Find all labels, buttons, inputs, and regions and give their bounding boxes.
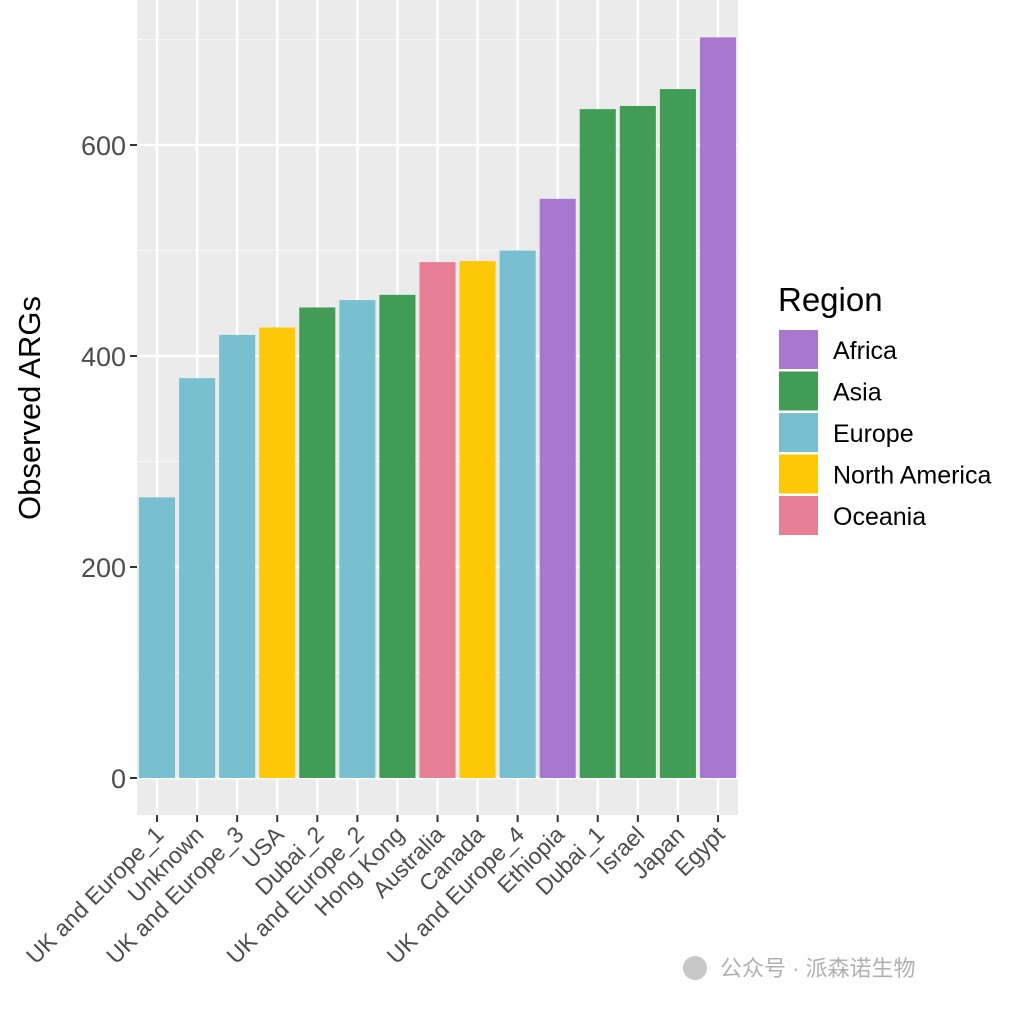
bar xyxy=(139,497,176,778)
watermark-text: 公众号 · 派森诺生物 xyxy=(720,956,916,981)
bar xyxy=(419,262,456,779)
legend-label: Africa xyxy=(833,337,897,365)
bar xyxy=(219,334,256,778)
bar xyxy=(619,105,656,779)
bar xyxy=(379,294,416,778)
y-axis-label: Observed ARGs xyxy=(12,296,47,520)
bar xyxy=(699,37,736,778)
y-tick-label: 200 xyxy=(81,553,126,583)
y-tick-label: 0 xyxy=(111,764,126,794)
legend-swatch xyxy=(779,330,818,369)
legend-label: Asia xyxy=(833,379,882,407)
bar xyxy=(259,327,296,778)
y-tick-label: 400 xyxy=(81,342,126,372)
legend: Region Africa Asia Europe North America Ocea… xyxy=(778,281,991,535)
watermark: 公众号 · 派森诺生物 xyxy=(683,956,916,981)
legend-label: North America xyxy=(833,462,991,490)
legend-swatch xyxy=(779,413,818,452)
legend-swatch xyxy=(779,454,818,494)
bar xyxy=(499,250,536,778)
bar xyxy=(659,89,696,778)
bar xyxy=(459,261,496,778)
bar xyxy=(579,109,616,778)
bar xyxy=(299,307,336,778)
y-axis: 0 200 400 600 xyxy=(81,131,137,794)
y-tick-label: 600 xyxy=(81,131,126,161)
bars xyxy=(139,37,736,779)
legend-swatch xyxy=(779,496,818,535)
legend-label: Europe xyxy=(833,420,914,448)
legend-title: Region xyxy=(778,281,883,318)
legend-swatch xyxy=(779,371,818,411)
bar xyxy=(179,378,216,778)
bar xyxy=(539,198,576,778)
bar xyxy=(339,300,376,778)
legend-label: Oceania xyxy=(833,503,926,531)
